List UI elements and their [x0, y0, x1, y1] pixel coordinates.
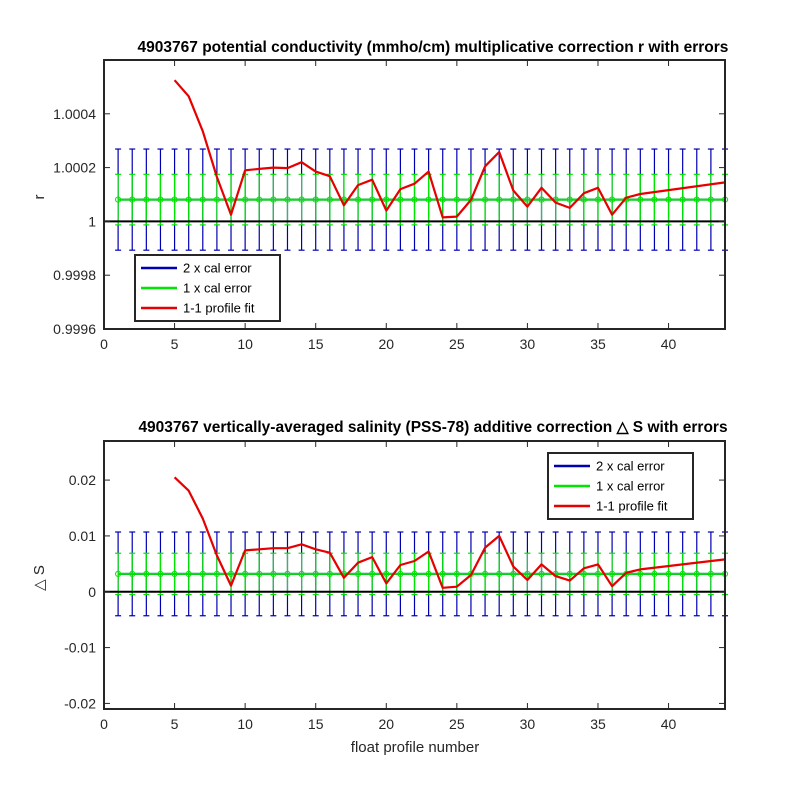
- salinity-profile-fit-line: [173, 476, 726, 589]
- conductivity-x-tick-label: 10: [237, 336, 253, 352]
- conductivity-y-tick-label: 1: [88, 213, 96, 229]
- salinity-legend: 2 x cal error 1 x cal error 1-1 profile fi…: [547, 452, 694, 520]
- salinity-y-tick-label: 0: [88, 584, 96, 600]
- conductivity-axes-box: [103, 59, 726, 330]
- conductivity-x-tick-label: 25: [449, 336, 465, 352]
- salinity-legend-label: 1 x cal error: [596, 479, 665, 494]
- conductivity-y-tick-label: 1.0004: [53, 106, 96, 122]
- salinity-y-tick-label: 0.01: [69, 528, 96, 544]
- salinity-y-tick-label: -0.02: [64, 695, 96, 711]
- conductivity-legend-label: 2 x cal error: [183, 261, 252, 276]
- salinity-x-tick-label: 5: [171, 716, 179, 732]
- salinity-y-tick-label: -0.01: [64, 640, 96, 656]
- salinity-chart-title: 4903767 vertically-averaged salinity (PS…: [138, 419, 727, 436]
- conductivity-chart-title: 4903767 potential conductivity (mmho/cm)…: [138, 39, 729, 56]
- salinity-x-tick-label: 35: [590, 716, 606, 732]
- salinity-axes-box: [103, 440, 726, 710]
- conductivity-x-tick-label: 5: [171, 336, 179, 352]
- conductivity-legend-label: 1-1 profile fit: [183, 301, 255, 316]
- salinity-x-tick-label: 20: [378, 716, 394, 732]
- salinity-y-tick-label: 0.02: [69, 472, 96, 488]
- salinity-legend-label: 2 x cal error: [596, 459, 665, 474]
- salinity-x-tick-label: 10: [237, 716, 253, 732]
- conductivity-x-tick-label: 40: [661, 336, 677, 352]
- salinity-x-tick-label: 40: [661, 716, 677, 732]
- conductivity-x-tick-label: 15: [308, 336, 324, 352]
- salinity-legend-label: 1-1 profile fit: [596, 499, 668, 514]
- conductivity-x-tick-label: 20: [378, 336, 394, 352]
- conductivity-y-tick-label: 0.9998: [53, 267, 96, 283]
- salinity-x-tick-label: 0: [100, 716, 108, 732]
- salinity-y-axis-label: △ S: [31, 565, 48, 591]
- conductivity-x-tick-label: 30: [520, 336, 536, 352]
- conductivity-x-tick-label: 35: [590, 336, 606, 352]
- salinity-x-tick-label: 30: [520, 716, 536, 732]
- salinity-x-axis-label: float profile number: [351, 739, 479, 756]
- salinity-correction-panel: 4903767 vertically-averaged salinity (PS…: [31, 419, 729, 756]
- conductivity-y-tick-label: 1.0002: [53, 160, 96, 176]
- salinity-x-tick-label: 15: [308, 716, 324, 732]
- conductivity-legend-label: 1 x cal error: [183, 281, 252, 296]
- salinity-x-tick-label: 25: [449, 716, 465, 732]
- conductivity-correction-panel: 4903767 potential conductivity (mmho/cm)…: [31, 39, 728, 352]
- conductivity-y-tick-label: 0.9996: [53, 321, 96, 337]
- conductivity-profile-fit-line: [173, 79, 726, 219]
- conductivity-x-tick-label: 0: [100, 336, 108, 352]
- conductivity-legend: 2 x cal error 1 x cal error 1-1 profile fi…: [134, 254, 281, 322]
- conductivity-y-axis-label: r: [31, 195, 48, 200]
